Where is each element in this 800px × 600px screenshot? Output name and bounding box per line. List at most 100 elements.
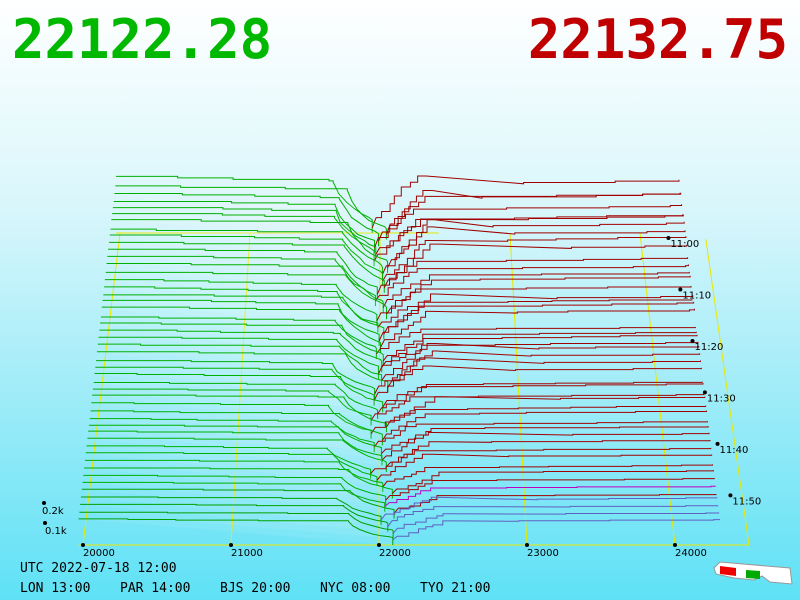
ask-depth-line bbox=[381, 410, 708, 441]
ask-depth-line bbox=[377, 383, 704, 415]
depth-label: 0.2k bbox=[42, 506, 64, 517]
ask-depth-line bbox=[382, 464, 714, 488]
bid-depth-line bbox=[79, 511, 394, 539]
price-tick bbox=[229, 543, 233, 547]
depth-tick bbox=[42, 501, 46, 505]
bid-depth-line bbox=[92, 394, 387, 433]
ask-depth-line bbox=[385, 192, 681, 235]
ask-depth-line bbox=[375, 326, 696, 355]
bid-depth-line bbox=[95, 366, 375, 406]
price-tick bbox=[81, 543, 85, 547]
ask-depth-line bbox=[382, 381, 703, 408]
grid-frame bbox=[78, 232, 749, 546]
bid-depth-line bbox=[94, 373, 384, 413]
ask-depth-line bbox=[392, 518, 720, 541]
bid-depth-line bbox=[97, 343, 383, 386]
bid-depth-line bbox=[96, 360, 376, 399]
time-tick bbox=[715, 441, 720, 446]
bid-depth-line bbox=[116, 175, 373, 233]
ask-depth-line bbox=[378, 190, 682, 242]
depth-tick bbox=[43, 521, 47, 525]
bid-depth-line bbox=[98, 336, 379, 380]
plot bbox=[78, 175, 750, 546]
bid-depth-line bbox=[104, 279, 378, 326]
ask-depth-line bbox=[375, 214, 683, 255]
bid-depth-line bbox=[100, 322, 384, 366]
bid-depth-line bbox=[99, 329, 383, 373]
bid-depth-line bbox=[109, 234, 384, 287]
grid-line bbox=[509, 232, 528, 546]
ask-depth-line bbox=[381, 343, 700, 381]
ask-depth-line bbox=[386, 275, 691, 315]
bid-depth-line bbox=[112, 213, 375, 267]
ask-depth-line bbox=[373, 365, 702, 401]
ask-price: 22132.75 bbox=[528, 8, 788, 71]
ask-depth-line bbox=[375, 264, 689, 302]
grid-line bbox=[639, 232, 676, 546]
ask-depth-line bbox=[387, 505, 719, 528]
bid-depth-line bbox=[115, 185, 387, 240]
bid-depth-line bbox=[92, 388, 372, 426]
ask-depth-line bbox=[374, 357, 701, 395]
ask-depth-line bbox=[381, 334, 698, 368]
price-tick bbox=[525, 543, 529, 547]
price-label: 21000 bbox=[231, 548, 263, 559]
time-label: 11:30 bbox=[707, 393, 736, 404]
time-tick bbox=[690, 338, 695, 343]
ask-depth-line bbox=[382, 236, 687, 282]
ask-depth-line bbox=[376, 257, 689, 295]
bid-price: 22122.28 bbox=[12, 8, 272, 71]
price-label: 20000 bbox=[83, 548, 115, 559]
ask-depth-line bbox=[377, 341, 699, 375]
ask-depth-line bbox=[385, 440, 711, 468]
price-label: 22000 bbox=[379, 548, 411, 559]
time-tick bbox=[666, 235, 671, 240]
ask-depth-line bbox=[373, 421, 708, 448]
bid-depth-line bbox=[87, 437, 387, 472]
bid-depth-line bbox=[108, 241, 385, 293]
ask-depth-line bbox=[392, 512, 720, 534]
ask-depth-line bbox=[373, 214, 684, 262]
ask-depth-line bbox=[378, 301, 695, 342]
ask-depth-line bbox=[376, 285, 692, 322]
ask-depth-line bbox=[383, 293, 694, 335]
time-label: 11:50 bbox=[732, 496, 761, 507]
bid-depth-line bbox=[107, 255, 376, 307]
depth-label: 0.1k bbox=[45, 526, 67, 537]
time-label: 11:40 bbox=[720, 445, 749, 456]
time-label: 11:20 bbox=[695, 342, 724, 353]
ask-depth-line bbox=[374, 204, 683, 249]
bid-depth-line bbox=[102, 299, 380, 346]
bid-depth-line bbox=[110, 228, 383, 280]
ask-depth-line bbox=[377, 299, 693, 328]
bid-depth-line bbox=[114, 192, 379, 247]
ask-depth-line bbox=[376, 453, 713, 481]
zone-time: LON 13:00 bbox=[20, 581, 90, 596]
ask-depth-line bbox=[387, 350, 701, 388]
ask-depth-line bbox=[385, 478, 715, 501]
ask-depth-line bbox=[370, 393, 705, 421]
ask-depth-line bbox=[381, 226, 686, 275]
ask-depth-line bbox=[391, 470, 714, 494]
ask-depth-line bbox=[381, 431, 710, 461]
price-label: 24000 bbox=[675, 548, 707, 559]
bid-depth-line bbox=[84, 467, 393, 499]
bid-depth-line bbox=[100, 316, 377, 360]
ask-depth-line bbox=[370, 447, 712, 474]
bid-depth-line bbox=[108, 248, 378, 300]
bid-depth-line bbox=[80, 503, 389, 532]
time-tick bbox=[728, 493, 733, 498]
time-label: 11:00 bbox=[670, 239, 699, 250]
ask-depth-line bbox=[386, 396, 706, 428]
zone-time: BJS 20:00 bbox=[220, 581, 290, 596]
time-label: 11:10 bbox=[682, 290, 711, 301]
bid-depth-line bbox=[81, 488, 395, 519]
zone-time: NYC 08:00 bbox=[320, 581, 390, 596]
time-tick bbox=[678, 287, 683, 292]
price-tick bbox=[673, 543, 677, 547]
utc-time: UTC 2022-07-18 12:00 bbox=[20, 561, 177, 576]
bid-depth-line bbox=[111, 219, 389, 273]
ask-depth-line bbox=[370, 405, 707, 435]
